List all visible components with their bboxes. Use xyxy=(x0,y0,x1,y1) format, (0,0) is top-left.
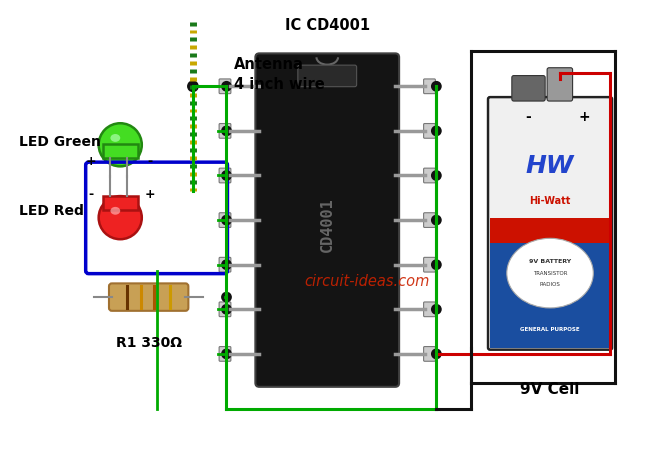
Bar xyxy=(103,144,138,158)
Circle shape xyxy=(99,196,142,239)
FancyBboxPatch shape xyxy=(219,213,231,228)
Bar xyxy=(103,196,138,210)
FancyBboxPatch shape xyxy=(424,347,435,361)
Circle shape xyxy=(431,215,442,225)
Circle shape xyxy=(431,126,442,136)
FancyBboxPatch shape xyxy=(219,302,231,317)
Text: -: - xyxy=(526,110,531,124)
Text: circuit-ideas.com: circuit-ideas.com xyxy=(304,274,430,289)
FancyBboxPatch shape xyxy=(424,168,435,183)
Text: LED Green: LED Green xyxy=(19,135,101,149)
Circle shape xyxy=(221,126,232,136)
Text: LED Red: LED Red xyxy=(19,204,84,218)
FancyBboxPatch shape xyxy=(219,168,231,183)
Bar xyxy=(490,218,610,243)
Text: GENERAL PURPOSE: GENERAL PURPOSE xyxy=(521,326,580,331)
Circle shape xyxy=(431,304,442,315)
Circle shape xyxy=(221,81,232,92)
FancyBboxPatch shape xyxy=(219,123,231,138)
Text: +: + xyxy=(579,110,590,124)
Text: +: + xyxy=(86,155,96,168)
Circle shape xyxy=(221,304,232,315)
FancyBboxPatch shape xyxy=(512,75,545,101)
Ellipse shape xyxy=(507,238,593,308)
Text: RADIOS: RADIOS xyxy=(540,282,561,287)
Bar xyxy=(490,243,610,348)
Circle shape xyxy=(221,260,232,270)
FancyBboxPatch shape xyxy=(219,79,231,94)
Text: IC CD4001: IC CD4001 xyxy=(284,18,370,33)
FancyBboxPatch shape xyxy=(255,53,399,387)
Text: R1 330Ω: R1 330Ω xyxy=(115,336,182,350)
Circle shape xyxy=(221,170,232,181)
FancyBboxPatch shape xyxy=(424,123,435,138)
Ellipse shape xyxy=(110,207,120,215)
Circle shape xyxy=(99,123,142,167)
Circle shape xyxy=(187,80,199,92)
Circle shape xyxy=(431,81,442,92)
FancyBboxPatch shape xyxy=(424,213,435,228)
Text: Antenna
4 inch wire: Antenna 4 inch wire xyxy=(234,57,324,92)
Circle shape xyxy=(431,348,442,359)
Circle shape xyxy=(431,170,442,181)
Bar xyxy=(490,99,610,218)
Circle shape xyxy=(221,348,232,359)
Text: -: - xyxy=(88,188,94,201)
FancyBboxPatch shape xyxy=(219,257,231,272)
FancyBboxPatch shape xyxy=(424,302,435,317)
Circle shape xyxy=(221,292,232,303)
Text: HW: HW xyxy=(526,154,574,178)
FancyBboxPatch shape xyxy=(424,79,435,94)
Circle shape xyxy=(431,260,442,270)
Circle shape xyxy=(221,215,232,225)
Text: +: + xyxy=(144,188,155,201)
Ellipse shape xyxy=(110,134,120,142)
Text: 9V BATTERY: 9V BATTERY xyxy=(529,260,571,264)
FancyBboxPatch shape xyxy=(298,65,357,87)
Text: TRANSISTOR: TRANSISTOR xyxy=(533,271,568,276)
FancyBboxPatch shape xyxy=(219,347,231,361)
FancyBboxPatch shape xyxy=(109,283,188,311)
Text: CD4001: CD4001 xyxy=(320,198,335,252)
FancyBboxPatch shape xyxy=(547,68,573,101)
Text: -: - xyxy=(147,155,152,168)
Text: 9V Cell: 9V Cell xyxy=(521,382,580,397)
FancyBboxPatch shape xyxy=(424,257,435,272)
Text: Hi-Watt: Hi-Watt xyxy=(530,196,571,206)
